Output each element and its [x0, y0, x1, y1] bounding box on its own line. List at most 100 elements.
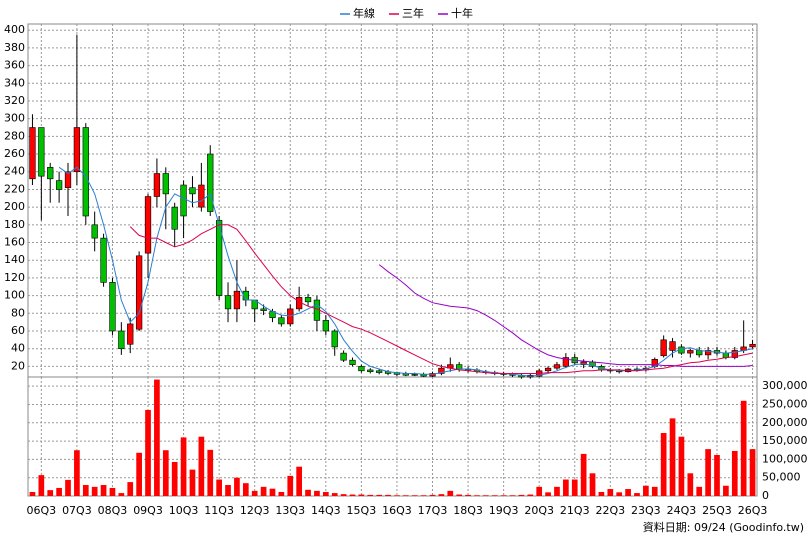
volume-bar	[207, 449, 214, 496]
volume-bar	[376, 494, 383, 496]
candle-body	[544, 367, 552, 372]
volume-bar	[358, 494, 365, 496]
volume-bar	[287, 475, 294, 496]
volume-bar	[296, 466, 302, 496]
volume-bar	[634, 493, 640, 496]
volume-bar	[109, 487, 116, 496]
volume-bar	[429, 494, 436, 496]
candle-body	[171, 206, 178, 230]
volume-bar	[696, 486, 703, 496]
volume-bar	[162, 450, 169, 496]
volume-bar	[411, 495, 418, 496]
candle-body	[331, 330, 338, 348]
volume-bar	[198, 436, 205, 496]
volume-bar	[536, 486, 543, 496]
volume-bar	[82, 485, 89, 496]
volume-bar	[127, 482, 134, 496]
candle-body	[55, 180, 63, 190]
candle-body	[322, 320, 329, 332]
candle-body	[367, 369, 374, 372]
volume-bar	[385, 494, 391, 496]
x-tick-label: 16Q3	[382, 504, 412, 517]
volume-bar	[38, 475, 45, 496]
y-tick-label: 20	[11, 359, 25, 372]
candle-body	[189, 187, 196, 195]
candle-body	[153, 173, 161, 197]
x-tick-label: 26Q3	[738, 504, 768, 517]
candle-body	[109, 282, 116, 332]
x-tick-label: 18Q3	[453, 504, 483, 517]
candle-body	[749, 343, 756, 348]
ma-line	[378, 264, 753, 367]
volume-bar	[625, 489, 631, 496]
candle-body	[100, 237, 107, 283]
candle-body	[349, 359, 356, 365]
volume-bar	[278, 491, 285, 496]
y-tick-label: 320	[4, 94, 25, 107]
volume-bar	[91, 486, 98, 496]
y2-tick-label: 200,000	[762, 416, 808, 429]
volume-bar	[145, 409, 151, 496]
y-tick-label: 340	[4, 76, 25, 89]
volume-bar	[687, 473, 694, 496]
y2-tick-label: 300,000	[762, 379, 808, 392]
volume-bar	[136, 452, 142, 496]
volume-bar	[723, 485, 729, 496]
candle-body	[135, 255, 143, 330]
x-tick-label: 10Q3	[169, 504, 199, 517]
candle-body	[376, 370, 383, 373]
x-tick-label: 14Q3	[311, 504, 341, 517]
x-tick-label: 20Q3	[524, 504, 554, 517]
volume-bar	[580, 453, 587, 496]
volume-bar	[474, 495, 480, 496]
candle-body	[704, 350, 712, 356]
volume-bar	[118, 493, 125, 496]
ma-line	[129, 224, 753, 374]
x-tick-label: 06Q3	[27, 504, 57, 517]
legend: 年線 三年 十年	[340, 6, 473, 20]
volume-bar	[749, 449, 756, 496]
candle-body	[38, 127, 45, 177]
y-tick-label: 280	[4, 129, 25, 142]
candle-body	[278, 317, 285, 325]
volume-bar	[305, 489, 311, 496]
volume-bar	[554, 486, 560, 496]
candle-body	[73, 127, 81, 173]
x-tick-label: 07Q3	[62, 504, 92, 517]
volume-bar	[589, 473, 596, 496]
volume-bar	[616, 492, 623, 496]
volume-bar	[447, 490, 454, 496]
y-tick-label: 260	[4, 147, 25, 160]
volume-bar	[225, 485, 231, 496]
candle-body	[660, 339, 667, 357]
candle-body	[260, 308, 267, 311]
volume-bar	[154, 379, 160, 496]
y2-tick-label: 100,000	[762, 452, 808, 465]
x-tick-label: 25Q3	[702, 504, 732, 517]
volume-bar	[216, 479, 222, 496]
volume-bar	[74, 450, 80, 496]
x-tick-label: 24Q3	[667, 504, 697, 517]
volume-bar	[171, 461, 178, 496]
x-tick-label: 19Q3	[489, 504, 519, 517]
y-tick-label: 400	[4, 23, 25, 36]
candle-body	[438, 367, 445, 374]
x-tick-label: 12Q3	[240, 504, 270, 517]
candle-body	[180, 184, 187, 217]
y-tick-label: 300	[4, 112, 25, 125]
y-tick-label: 220	[4, 182, 25, 195]
candle-body	[456, 364, 463, 370]
candle-body	[411, 374, 418, 376]
volume-bar	[340, 494, 347, 496]
volume-bar	[260, 486, 267, 496]
volume-bar	[47, 490, 54, 496]
volume-bar	[571, 479, 578, 496]
candle-body	[127, 323, 134, 345]
legend-label: 十年	[451, 6, 473, 20]
candle-body	[215, 220, 223, 296]
y-tick-label: 240	[4, 165, 25, 178]
volume-bar	[607, 489, 614, 496]
volume-bar	[65, 479, 71, 496]
